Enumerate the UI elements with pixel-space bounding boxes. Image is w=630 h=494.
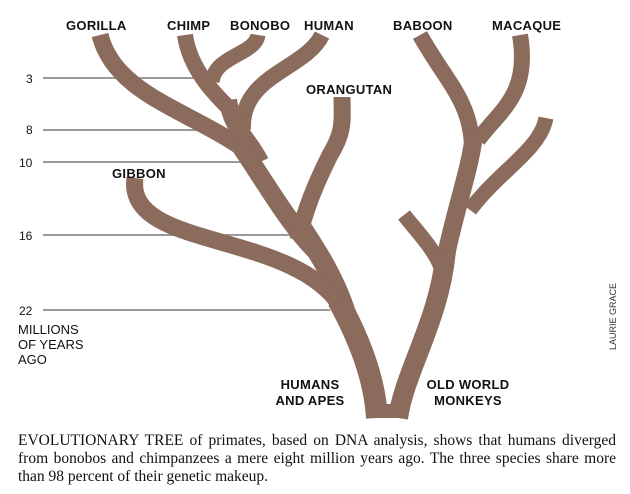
species-label-gorilla: GORILLA	[66, 18, 127, 33]
time-tick-16: 16	[19, 229, 33, 243]
tree-diagram	[43, 30, 554, 420]
group-line-2: AND APES	[275, 393, 345, 408]
group-label-humans-and-apes: HUMANS AND APES	[268, 377, 352, 409]
monkey-trunk-upper	[436, 133, 483, 262]
species-label-chimp: CHIMP	[167, 18, 211, 33]
extinct-branch-right	[464, 116, 554, 215]
species-label-baboon: BABOON	[393, 18, 453, 33]
species-label-orangutan: ORANGUTAN	[306, 82, 393, 97]
time-tick-22: 22	[19, 304, 33, 318]
group-line-1: HUMANS	[280, 377, 340, 392]
human-branch	[234, 30, 330, 131]
time-tick-3: 3	[26, 72, 33, 86]
gorilla-branch	[91, 32, 253, 159]
time-tick-8: 8	[26, 123, 33, 137]
group-line-2: MONKEYS	[434, 393, 502, 408]
unit-line-3: AGO	[18, 352, 47, 367]
species-label-macaque: MACAQUE	[492, 18, 562, 33]
time-axis-unit: MILLIONS OF YEARS AGO	[18, 322, 84, 367]
group-label-old-world-monkeys: OLD WORLD MONKEYS	[420, 377, 516, 409]
macaque-branch	[471, 33, 530, 145]
primate-root	[366, 404, 410, 418]
caption-text: of primates, based on DNA analysis, show…	[18, 432, 616, 485]
group-line-1: OLD WORLD	[426, 377, 510, 392]
bonobo-branch	[204, 32, 266, 84]
gibbon-branch	[126, 176, 348, 311]
orangutan-branch	[289, 96, 351, 242]
caption-lead: EVOLUTIONARY TREE	[18, 432, 184, 449]
baboon-branch	[413, 31, 480, 146]
artist-credit: LAURIE GRACE	[608, 282, 618, 350]
figure-caption: EVOLUTIONARY TREE of primates, based on …	[18, 432, 616, 486]
monkey-root-trunk	[388, 249, 456, 420]
species-label-gibbon: GIBBON	[112, 166, 166, 181]
unit-line-1: MILLIONS	[18, 322, 79, 337]
unit-line-2: OF YEARS	[18, 337, 84, 352]
species-label-human: HUMAN	[304, 18, 354, 33]
time-tick-10: 10	[19, 156, 33, 170]
species-label-bonobo: BONOBO	[230, 18, 291, 33]
